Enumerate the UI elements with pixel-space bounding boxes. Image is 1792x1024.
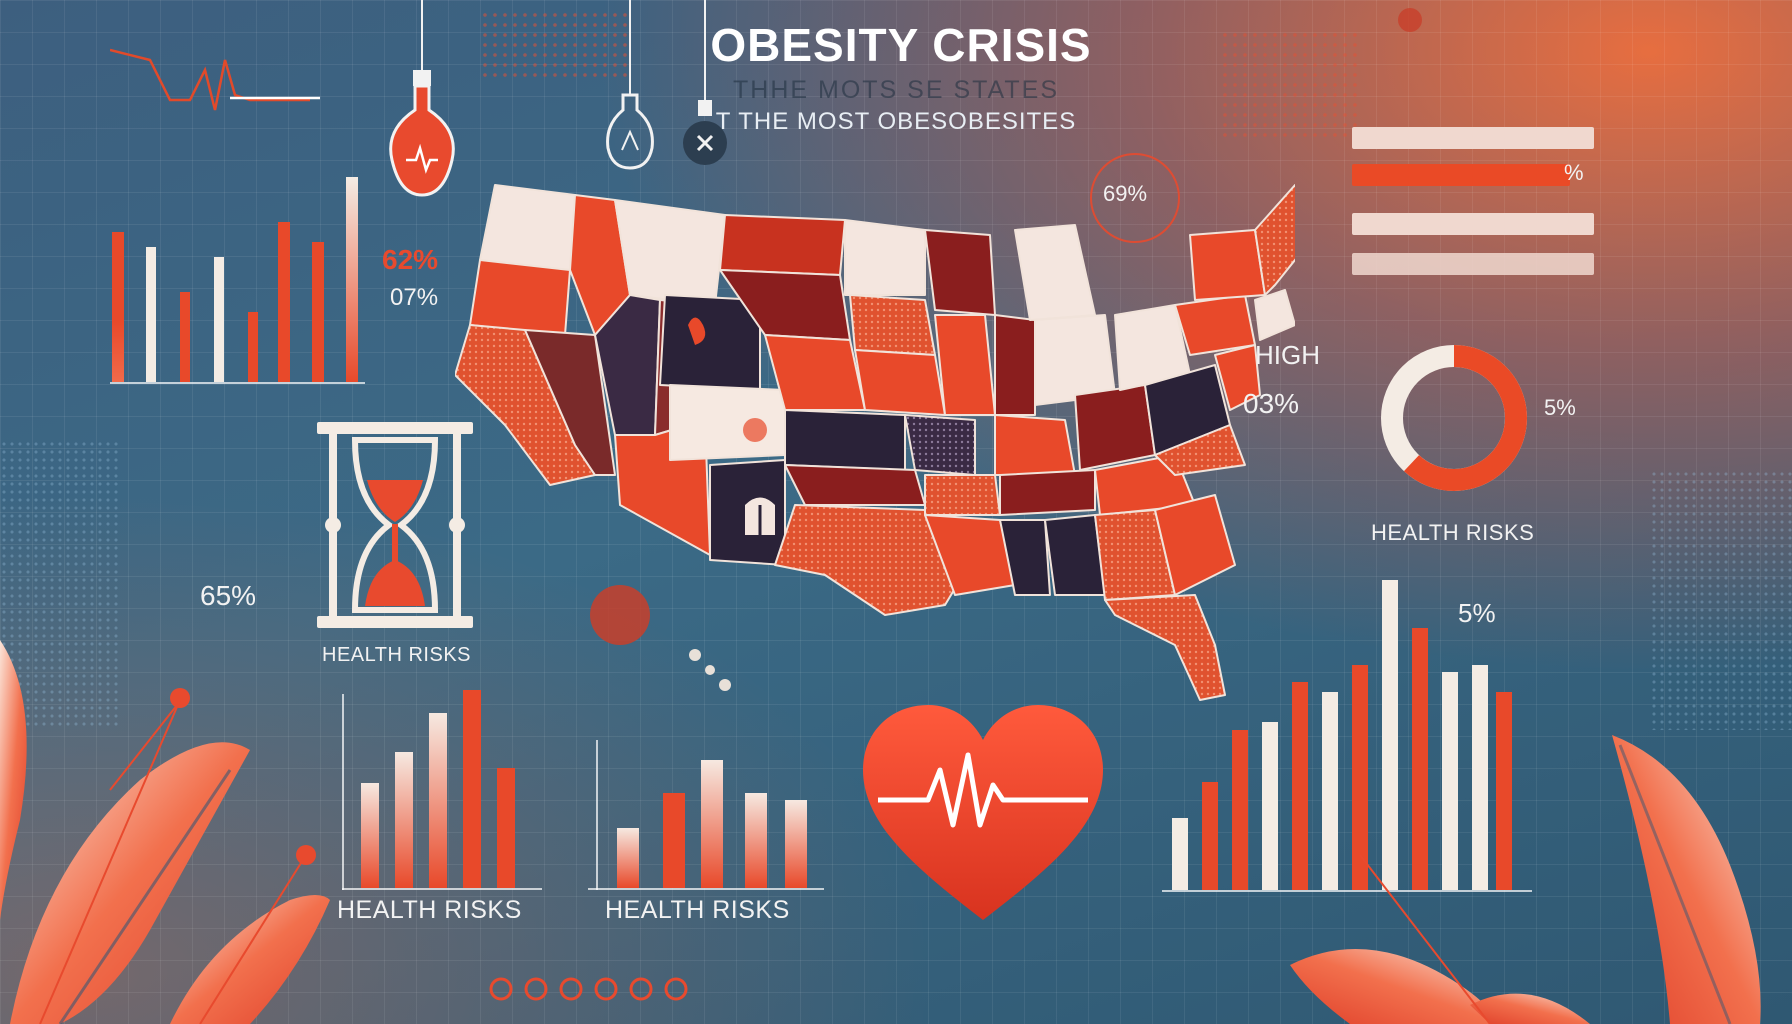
bar xyxy=(278,222,290,382)
chart-axis xyxy=(342,888,542,890)
subtitle: T THE MOST OBESOBESITES xyxy=(715,108,1077,135)
chart-axis xyxy=(342,694,344,890)
bar xyxy=(785,800,807,888)
progress-bar xyxy=(1352,164,1570,186)
label-health-risks-hourglass: HEALTH RISKS xyxy=(322,644,471,666)
heartbeat-icon xyxy=(110,48,320,111)
dot-texture xyxy=(480,10,630,80)
subtitle-ghost: THHE MOTS SE STATES xyxy=(733,76,1059,104)
bar xyxy=(1412,628,1428,890)
chart-axis xyxy=(110,382,365,384)
dot-texture xyxy=(0,440,120,730)
progress-bar xyxy=(1352,253,1594,275)
bar xyxy=(346,177,358,382)
stat-mid-left: 65% xyxy=(200,580,257,611)
label-high: HIGH xyxy=(1255,340,1320,370)
dot-texture xyxy=(1650,470,1792,730)
bar xyxy=(663,793,685,888)
bar xyxy=(701,760,723,888)
bar xyxy=(1202,782,1218,890)
bar xyxy=(1382,580,1398,890)
chart-axis xyxy=(596,740,598,890)
bar xyxy=(1172,818,1188,890)
label-health-risks-donut: HEALTH RISKS xyxy=(1371,520,1535,545)
leaf-icon xyxy=(0,640,330,1024)
bar xyxy=(312,242,324,382)
circle-badge xyxy=(1090,153,1180,243)
dot-texture xyxy=(1220,30,1360,140)
stat-circle-top: 69% xyxy=(1103,181,1148,206)
bar xyxy=(1442,672,1458,890)
stat-bottom-right: 5% xyxy=(1458,598,1496,628)
stat-top-left-white: 07% xyxy=(390,284,439,311)
bar xyxy=(1322,692,1338,890)
bar-chart-health-2 xyxy=(605,758,815,888)
label-health-risks-bars1: HEALTH RISKS xyxy=(337,896,522,924)
bar-chart-bottom-right xyxy=(1168,575,1520,890)
hourglass-icon xyxy=(317,422,473,628)
bar xyxy=(1496,692,1512,890)
bar xyxy=(112,232,124,382)
chart-axis xyxy=(1162,890,1532,892)
bar xyxy=(617,828,639,888)
bar xyxy=(361,783,379,888)
bar xyxy=(180,292,190,382)
lightbulb-icon xyxy=(606,0,654,170)
bar xyxy=(745,793,767,888)
bar xyxy=(497,768,515,888)
leaf-icon xyxy=(1290,735,1761,1024)
donut-chart xyxy=(1381,345,1527,491)
us-map xyxy=(455,184,1295,701)
bar-chart-health-1 xyxy=(345,690,535,888)
pagination-dots xyxy=(489,977,688,1001)
bar xyxy=(463,690,481,888)
bar xyxy=(248,312,258,382)
progress-bar xyxy=(1352,127,1594,149)
bar xyxy=(1352,665,1368,890)
bar xyxy=(1262,722,1278,890)
stat-right-bar: % xyxy=(1564,160,1584,185)
stat-donut: 5% xyxy=(1544,395,1576,420)
stat-top-left-red: 62% xyxy=(382,244,439,275)
heart-icon xyxy=(863,705,1103,920)
bar xyxy=(429,713,447,888)
progress-bar xyxy=(1352,213,1594,235)
apple-icon xyxy=(1398,8,1422,32)
stat-high-value: 03% xyxy=(1243,388,1300,419)
lightbulb-icon xyxy=(683,0,727,165)
bar xyxy=(395,752,413,888)
page-title: OBESITY CRISIS xyxy=(710,19,1092,71)
lightbulb-icon xyxy=(389,0,455,197)
bar xyxy=(146,247,156,382)
bar xyxy=(1472,665,1488,890)
bar xyxy=(1292,682,1308,890)
bar xyxy=(214,257,224,382)
chart-axis xyxy=(588,888,824,890)
bar xyxy=(1232,730,1248,890)
bar-chart-top-left xyxy=(100,160,370,382)
label-health-risks-bars2: HEALTH RISKS xyxy=(605,896,790,924)
dumbbell-icon xyxy=(745,497,775,535)
state-icon xyxy=(688,317,706,345)
